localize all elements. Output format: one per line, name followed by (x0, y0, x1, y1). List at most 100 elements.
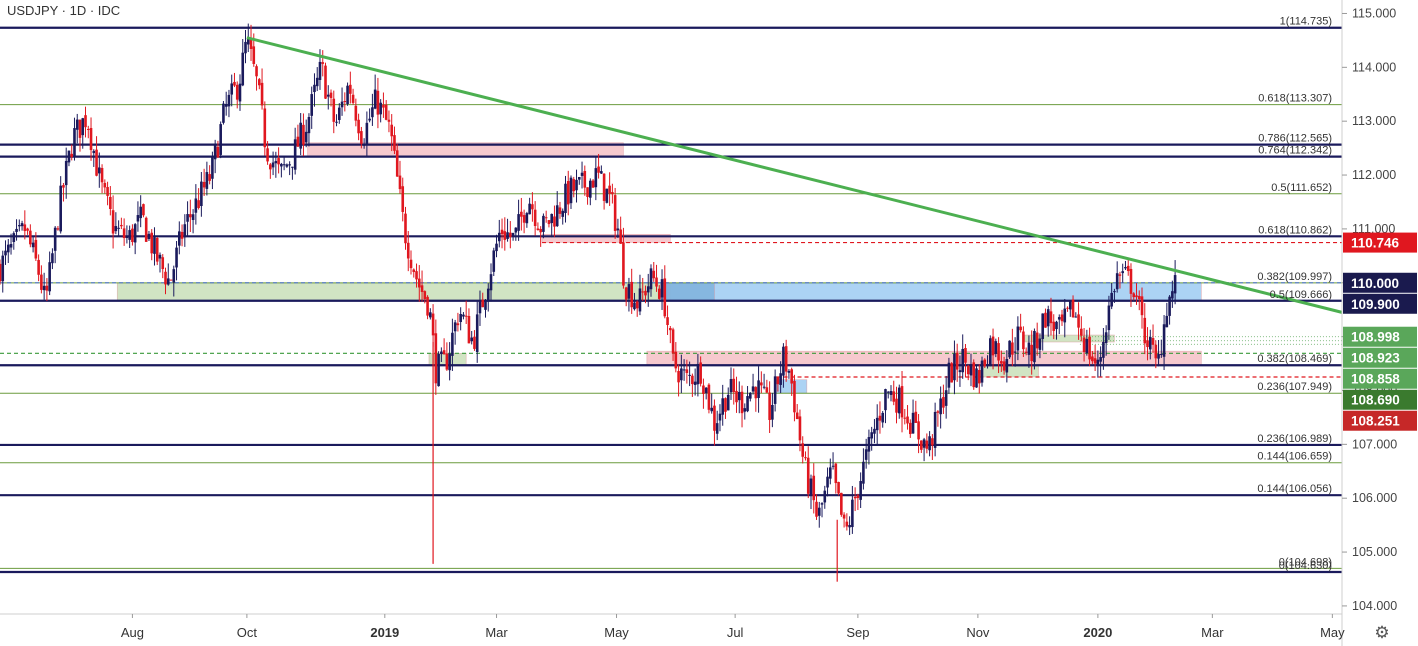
candle-329 (906, 405, 909, 430)
candle-body (293, 139, 297, 170)
candle-body (233, 81, 236, 86)
candle-body (953, 353, 956, 381)
trendline (246, 36, 1343, 314)
candle-body (92, 150, 96, 154)
price-tag-2: 109.900 (1343, 293, 1417, 314)
candle-373 (1027, 335, 1031, 368)
candle-body (1088, 336, 1091, 360)
candle-303 (834, 462, 838, 494)
candle-body (776, 377, 780, 385)
candle-347 (955, 343, 959, 382)
candle-84 (230, 74, 234, 107)
candle-125 (343, 92, 347, 112)
candle-76 (208, 165, 211, 185)
candle-162 (445, 342, 449, 371)
candle-341 (939, 386, 942, 429)
candle-332 (914, 400, 918, 423)
candle-352 (969, 353, 973, 387)
candle-81 (222, 100, 225, 125)
candle-body (357, 119, 360, 134)
candle-372 (1024, 347, 1028, 356)
candle-body (147, 233, 151, 239)
candle-body (1057, 317, 1061, 320)
x-tick-label-9: Mar (1201, 625, 1224, 640)
price-tag-label: 110.746 (1351, 236, 1400, 251)
candle-body (1104, 332, 1108, 344)
candle-body (671, 329, 675, 354)
candle-body (680, 368, 683, 381)
candle-body (373, 89, 377, 109)
candle-body (622, 242, 625, 286)
candle-32 (86, 125, 90, 139)
candle-body (442, 350, 446, 355)
candle-5 (12, 231, 16, 250)
candle-25 (67, 150, 71, 167)
candle-178 (489, 263, 493, 302)
price-tag-1: 110.000 (1343, 272, 1417, 293)
candle-body (624, 287, 628, 300)
candle-318 (875, 404, 879, 445)
candle-153 (420, 270, 424, 302)
candle-85 (233, 72, 236, 88)
candle-body (1033, 330, 1036, 363)
candle-body (851, 499, 854, 528)
candle-75 (205, 161, 209, 196)
candle-body (235, 84, 239, 100)
candle-330 (908, 419, 912, 438)
candle-245 (674, 342, 678, 373)
candle-body (531, 204, 534, 210)
candle-body (611, 192, 614, 195)
candle-222 (611, 183, 614, 204)
price-tag-bg (1343, 347, 1417, 368)
candle-body (1118, 274, 1122, 276)
candle-body (812, 475, 816, 501)
candle-body (1035, 332, 1039, 349)
candle-278 (765, 379, 769, 394)
candle-135 (371, 93, 374, 126)
candle-body (263, 108, 267, 148)
candle-body (972, 362, 976, 388)
candle-body (53, 227, 57, 251)
candle-body (771, 404, 774, 420)
candle-body (1113, 291, 1116, 293)
candle-204 (561, 208, 565, 225)
candle-body (304, 131, 308, 143)
candle-172 (473, 330, 476, 351)
candle-body (401, 186, 405, 212)
candle-body (649, 268, 653, 290)
candle-body (1074, 316, 1078, 318)
candle-body (1102, 341, 1105, 358)
candle-body (917, 421, 920, 440)
candle-123 (337, 103, 341, 124)
candle-195 (536, 222, 540, 231)
candle-297 (817, 501, 821, 528)
candle-body (1008, 340, 1011, 358)
candle-body (266, 148, 269, 162)
candle-220 (605, 188, 609, 204)
candle-body (509, 232, 512, 238)
candle-body (757, 380, 760, 398)
candle-body (842, 514, 846, 519)
candle-body (478, 300, 482, 314)
gear-icon[interactable]: ⚙ (1374, 623, 1390, 642)
candle-379 (1044, 308, 1047, 328)
candle-400 (1102, 328, 1105, 370)
candle-body (961, 348, 965, 373)
x-tick-label-1: Oct (237, 625, 258, 640)
candle-body (1011, 342, 1014, 355)
candle-13 (34, 232, 38, 261)
candle-body (630, 281, 633, 308)
candle-302 (831, 452, 835, 470)
candle-body (1013, 351, 1017, 353)
candle-body (988, 338, 992, 365)
candle-body (903, 417, 907, 419)
candle-168 (462, 312, 465, 320)
candle-body (677, 370, 680, 383)
x-tick-label-8: 2020 (1083, 625, 1112, 640)
candle-body (920, 440, 923, 450)
candle-63 (172, 265, 176, 297)
candle-331 (911, 399, 915, 434)
candle-body (1146, 340, 1149, 348)
candle-body (577, 176, 581, 180)
